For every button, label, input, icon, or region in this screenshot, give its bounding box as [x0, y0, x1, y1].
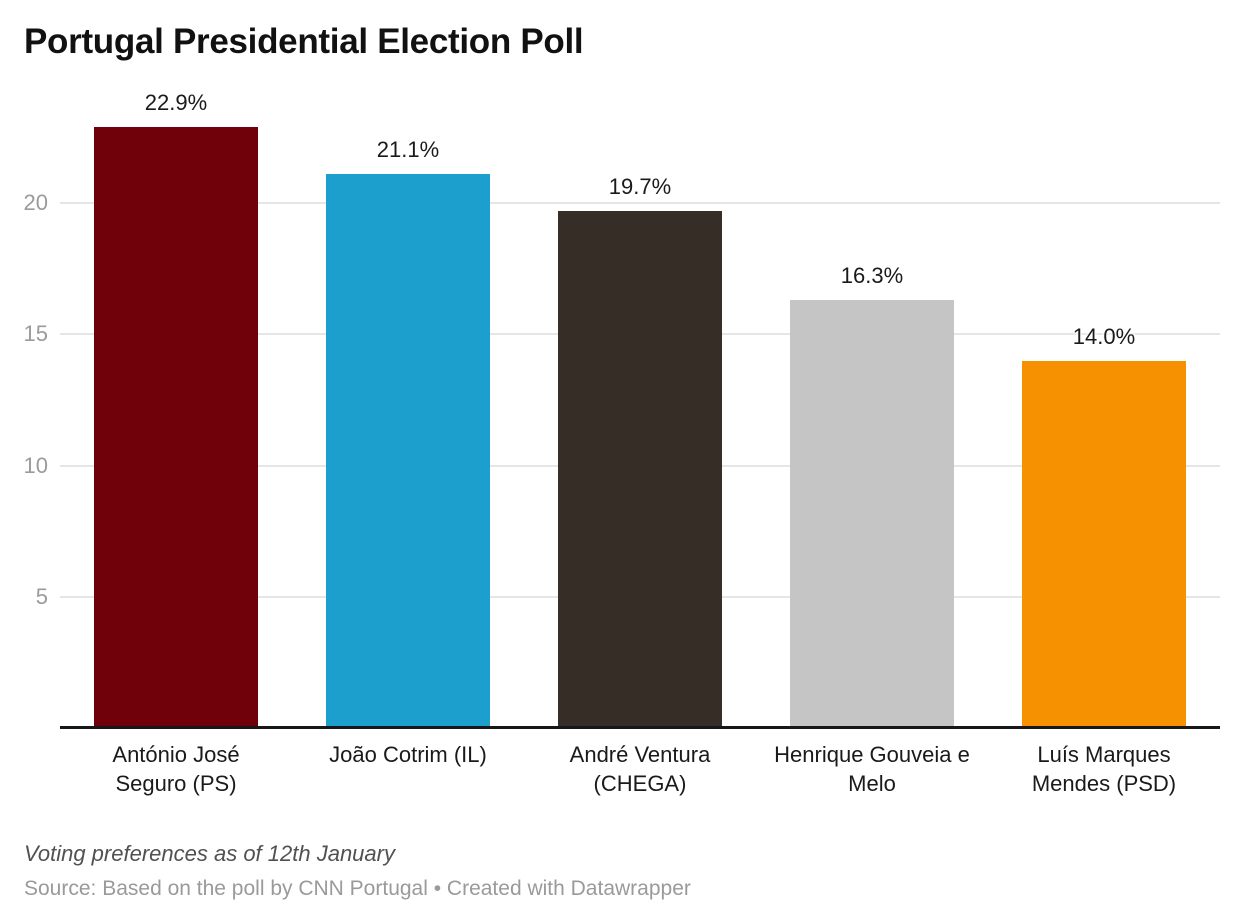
chart-note: Voting preferences as of 12th January — [24, 841, 395, 866]
gridline — [60, 202, 1220, 204]
y-tick-label: 20 — [23, 190, 48, 215]
x-axis-line — [60, 726, 1220, 729]
bar-value-label: 22.9% — [144, 89, 208, 115]
bar — [1022, 360, 1186, 728]
bar-category-label: André Ventura (CHEGA) — [569, 742, 711, 796]
bar-value-label: 16.3% — [840, 263, 904, 289]
bar-category-label: Henrique Gouveia e Melo — [774, 742, 970, 796]
bar-category-label: António José Seguro (PS) — [112, 742, 240, 796]
bar — [326, 174, 490, 728]
bar-value-label: 21.1% — [376, 137, 440, 163]
bar-value-label: 19.7% — [608, 173, 672, 199]
y-tick-label: 15 — [23, 321, 48, 347]
chart-title: Portugal Presidential Election Poll — [24, 22, 584, 61]
chart-source: Source: Based on the poll by CNN Portuga… — [24, 877, 691, 900]
y-tick-label: 10 — [23, 452, 48, 478]
bar — [790, 300, 954, 728]
bar — [558, 210, 722, 728]
y-tick-label: 5 — [35, 583, 48, 609]
bar-category-label: Luís Marques Mendes (PSD) — [1031, 742, 1177, 796]
bar-value-label: 14.0% — [1072, 323, 1136, 349]
bar — [94, 126, 258, 728]
bar-category-label: João Cotrim (IL) — [329, 742, 487, 767]
